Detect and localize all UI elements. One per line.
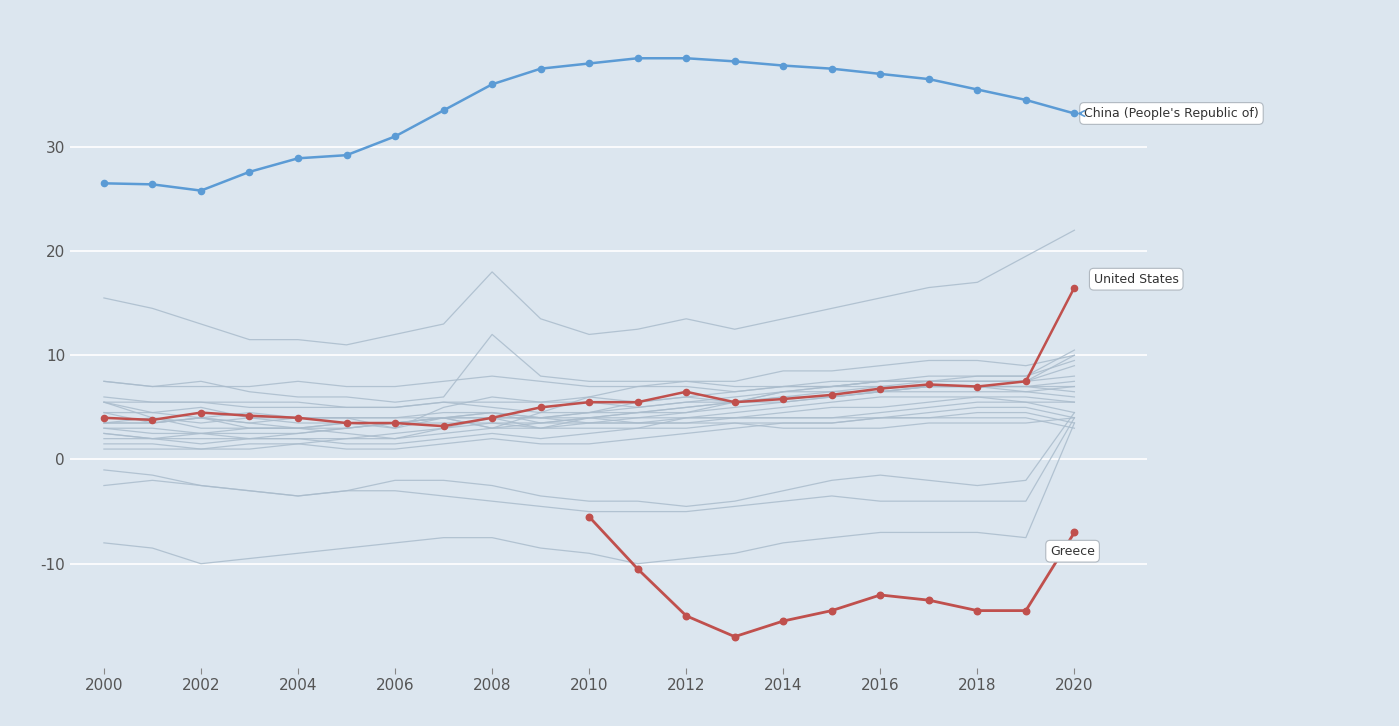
Point (529, 63, 551, 75)
Point (238, 166, 260, 178)
Point (141, 414, 164, 425)
Point (869, 383, 891, 394)
Point (821, 63, 844, 75)
Point (869, 68, 891, 80)
Point (627, 52, 649, 64)
Point (772, 393, 795, 405)
Point (481, 412, 504, 423)
Point (529, 401, 551, 413)
Point (190, 407, 213, 418)
Point (190, 185, 213, 197)
Point (674, 610, 697, 621)
Point (383, 131, 406, 142)
Point (383, 417, 406, 429)
Point (674, 52, 697, 64)
Point (723, 396, 746, 408)
Point (336, 150, 358, 161)
Text: Greece: Greece (1051, 544, 1095, 558)
Point (578, 511, 600, 523)
Point (92, 412, 115, 423)
Point (1014, 94, 1037, 106)
Point (869, 590, 891, 601)
Point (481, 78, 504, 90)
Point (918, 379, 940, 391)
Point (772, 60, 795, 71)
Point (918, 595, 940, 606)
Point (821, 605, 844, 616)
Point (967, 605, 989, 616)
Point (772, 615, 795, 627)
Point (336, 417, 358, 429)
Point (92, 177, 115, 189)
Point (287, 152, 309, 164)
Point (723, 631, 746, 643)
Point (1063, 282, 1086, 293)
Point (967, 83, 989, 95)
Point (141, 179, 164, 190)
Point (1063, 526, 1086, 538)
Point (674, 386, 697, 398)
Point (918, 73, 940, 85)
Point (238, 410, 260, 422)
Point (723, 56, 746, 68)
Point (627, 563, 649, 575)
Text: United States: United States (1094, 273, 1179, 286)
Point (1063, 107, 1086, 119)
Point (432, 420, 455, 432)
Point (578, 57, 600, 69)
Point (627, 396, 649, 408)
Point (821, 389, 844, 401)
Point (432, 105, 455, 116)
Point (967, 380, 989, 392)
Point (287, 412, 309, 423)
Point (1014, 375, 1037, 387)
Point (578, 396, 600, 408)
Text: China (People's Republic of): China (People's Republic of) (1084, 107, 1259, 120)
Point (1014, 605, 1037, 616)
